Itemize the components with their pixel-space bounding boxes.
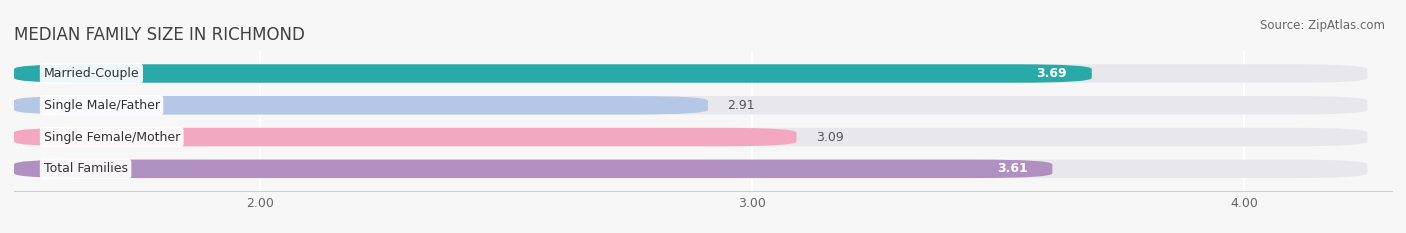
Text: 3.69: 3.69 bbox=[1036, 67, 1067, 80]
Text: Single Male/Father: Single Male/Father bbox=[44, 99, 160, 112]
FancyBboxPatch shape bbox=[14, 128, 1367, 146]
FancyBboxPatch shape bbox=[14, 64, 1367, 83]
Text: Single Female/Mother: Single Female/Mother bbox=[44, 130, 180, 144]
FancyBboxPatch shape bbox=[14, 96, 709, 114]
Text: Total Families: Total Families bbox=[44, 162, 128, 175]
FancyBboxPatch shape bbox=[14, 128, 796, 146]
FancyBboxPatch shape bbox=[14, 160, 1367, 178]
Text: 3.09: 3.09 bbox=[815, 130, 844, 144]
Text: 3.61: 3.61 bbox=[997, 162, 1028, 175]
Text: Married-Couple: Married-Couple bbox=[44, 67, 139, 80]
FancyBboxPatch shape bbox=[14, 64, 1092, 83]
Text: Source: ZipAtlas.com: Source: ZipAtlas.com bbox=[1260, 19, 1385, 32]
FancyBboxPatch shape bbox=[14, 96, 1367, 114]
FancyBboxPatch shape bbox=[14, 160, 1052, 178]
Text: MEDIAN FAMILY SIZE IN RICHMOND: MEDIAN FAMILY SIZE IN RICHMOND bbox=[14, 26, 305, 44]
Text: 2.91: 2.91 bbox=[728, 99, 755, 112]
